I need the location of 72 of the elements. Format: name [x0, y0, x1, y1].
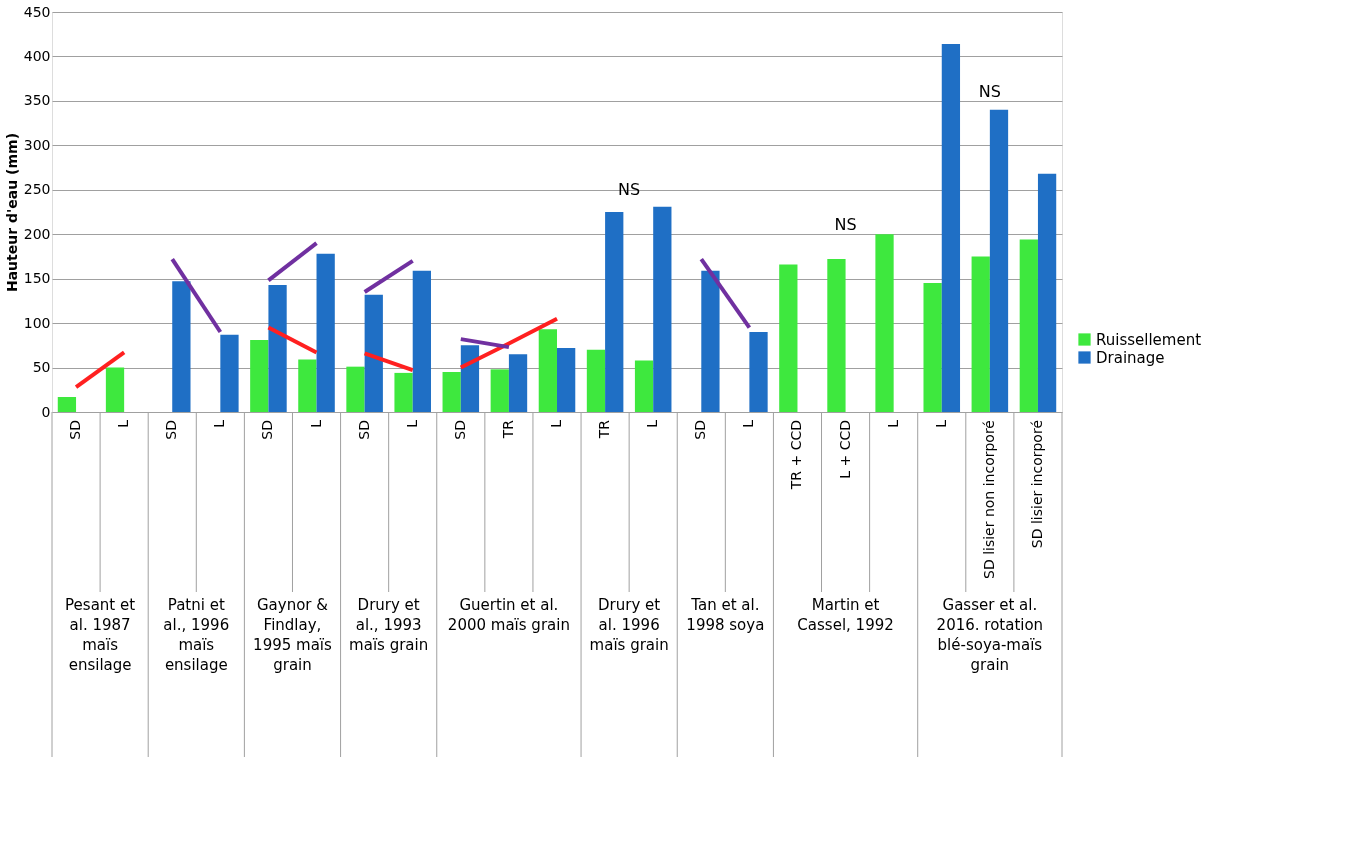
x-tick-label: TR — [499, 419, 516, 440]
text: Gaynor & Findlay, 1995 maïs grain — [253, 596, 333, 674]
bar — [316, 253, 335, 412]
x-tick-label: L — [740, 419, 757, 428]
bar — [653, 206, 672, 412]
legend-label: Ruissellement — [1096, 330, 1202, 349]
x-tick-label: SD — [451, 420, 468, 440]
bar — [412, 270, 431, 412]
x-tick-label: L — [307, 419, 324, 428]
bar — [605, 212, 624, 412]
y-tick-label: 50 — [32, 359, 51, 376]
bar — [586, 349, 606, 412]
y-tick-label: 450 — [23, 3, 51, 20]
y-axis-title: Hauteur d'eau (mm) — [3, 132, 20, 293]
y-tick-label: 350 — [23, 92, 51, 109]
x-tick-label: TR + CCD — [788, 420, 805, 491]
bar — [971, 256, 990, 412]
bar — [989, 109, 1009, 412]
bar — [57, 396, 77, 412]
bar — [827, 259, 846, 412]
bar — [1037, 173, 1057, 412]
text: Guertin et al. 2000 maïs grain — [447, 596, 570, 634]
text: Pesant et al. 1987 maïs ensilage — [65, 596, 136, 674]
x-tick-label: SD lisier incorporé — [1028, 420, 1045, 549]
y-tick-label: 250 — [23, 181, 51, 198]
annotation: NS — [978, 82, 1001, 101]
legend-label: Drainage — [1096, 348, 1165, 367]
y-tick-label: 300 — [23, 136, 51, 153]
y-tick-label: 150 — [23, 270, 51, 287]
bar — [346, 366, 365, 412]
bar — [779, 264, 798, 412]
x-tick-label: L — [403, 419, 420, 428]
text: Patni et al., 1996 maïs ensilage — [163, 596, 230, 674]
bar — [298, 359, 317, 412]
bar — [875, 234, 894, 412]
bar — [1019, 239, 1038, 412]
text: Martin et Cassel, 1992 — [797, 596, 894, 634]
bar — [634, 360, 654, 412]
x-tick-label: L — [932, 419, 949, 428]
x-tick-label: SD — [692, 420, 709, 440]
x-tick-label: L — [115, 419, 132, 428]
y-tick-label: 400 — [23, 47, 51, 64]
x-tick-label: L — [884, 419, 901, 428]
bar — [923, 283, 942, 412]
text: Gasser et al. 2016. rotation blé-soya-maïs grain — [936, 596, 1044, 674]
x-tick-label: TR — [596, 419, 613, 440]
x-tick-label: L + CCD — [836, 420, 853, 479]
bar — [442, 372, 461, 412]
y-tick-label: 0 — [41, 403, 51, 420]
x-tick-label: L — [548, 419, 564, 428]
x-tick-label: SD — [67, 420, 84, 440]
x-tick-label: SD — [163, 420, 180, 440]
bar — [508, 354, 528, 412]
bar — [220, 334, 239, 412]
text: Drury et al., 1993 maïs grain — [349, 596, 429, 654]
bar — [538, 329, 557, 412]
text: Drury et al. 1996 maïs grain — [589, 596, 669, 654]
x-tick-label: L — [211, 419, 228, 428]
bar — [250, 340, 269, 412]
y-tick-label: 100 — [23, 314, 51, 331]
y-tick-label: 200 — [23, 225, 51, 242]
bar — [941, 44, 961, 412]
x-tick-label: SD lisier non incorporé — [980, 420, 997, 579]
bar — [557, 348, 576, 412]
x-tick-label: SD — [355, 420, 372, 440]
x-tick-label: SD — [259, 420, 276, 440]
annotation: NS — [618, 180, 641, 199]
bar — [749, 332, 768, 412]
text: Tan et al. 1998 soya — [686, 596, 765, 634]
bar — [490, 369, 509, 412]
annotation: NS — [834, 215, 857, 235]
x-tick-label: L — [644, 419, 661, 428]
